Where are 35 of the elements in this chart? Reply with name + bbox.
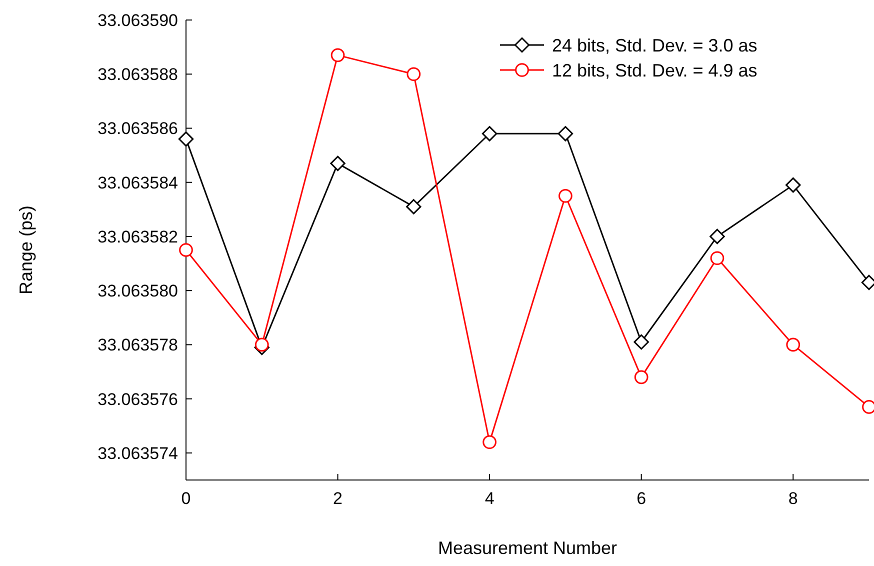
y-tick-label: 33.063576 [98, 390, 178, 409]
x-tick-label: 4 [484, 489, 494, 508]
y-tick-label: 33.063586 [98, 119, 178, 138]
point [178, 131, 194, 147]
y-axis-title: Range (ps) [16, 205, 36, 295]
point [710, 251, 724, 266]
point [558, 188, 572, 203]
legend-label: 12 bits, Std. Dev. = 4.9 as [552, 60, 758, 80]
point [558, 126, 574, 142]
y-tick-label: 33.063578 [98, 336, 178, 355]
x-tick-label: 8 [788, 489, 798, 508]
x-tick-label: 2 [333, 489, 343, 508]
point [710, 228, 725, 244]
legend-label: 24 bits, Std. Dev. = 3.0 as [552, 35, 758, 56]
y-tick-label: 33.063588 [98, 65, 178, 84]
point [330, 156, 346, 172]
y-tick-label: 33.063590 [98, 10, 178, 30]
point [482, 126, 498, 142]
point [634, 370, 648, 384]
x-axis-title: Measurement Number [438, 538, 618, 558]
point [179, 243, 193, 257]
y-tick-label: 33.063584 [98, 173, 178, 192]
point [634, 334, 649, 350]
x-tick-label: 0 [181, 489, 191, 508]
x-tick-label: 6 [636, 489, 646, 508]
y-tick-label: 33.063580 [98, 282, 178, 301]
y-tick-label: 33.063582 [98, 227, 178, 246]
point [406, 67, 421, 82]
y-tick-label: 33.063574 [98, 444, 178, 463]
point [330, 48, 345, 62]
point [482, 435, 496, 450]
point [406, 199, 422, 214]
point [786, 177, 801, 193]
point [254, 338, 269, 352]
point [786, 338, 800, 352]
